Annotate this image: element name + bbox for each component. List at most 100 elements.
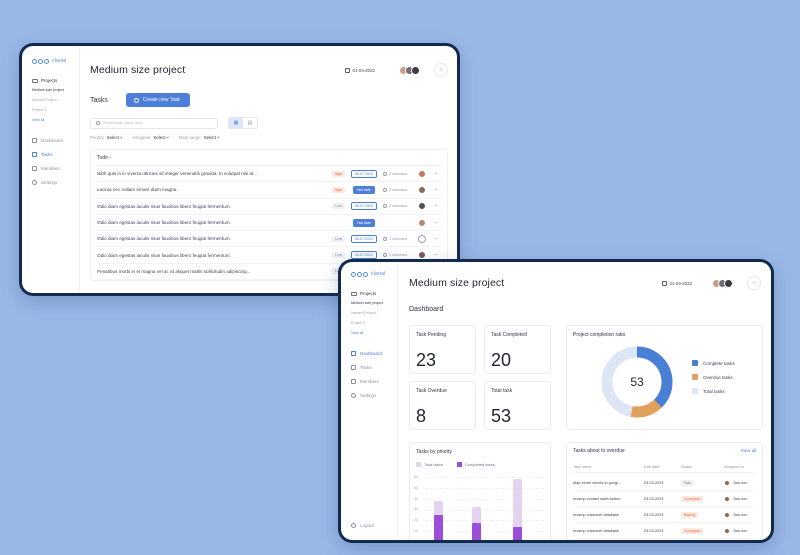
sidebar-item-dashboard[interactable]: Dashboard — [32, 138, 79, 143]
create-task-button[interactable]: Create new Task — [125, 93, 191, 107]
date-value: 01-04-2022 — [352, 67, 375, 73]
bar-completed-0 — [434, 514, 443, 540]
project-item[interactable]: Nemeni Project... — [32, 98, 60, 102]
task-name: Odio diam egestas iaculis risus faucibus… — [97, 236, 231, 242]
more-icon[interactable]: ··· — [433, 235, 437, 242]
priority-badge: Low — [332, 252, 345, 259]
tasks-main: Medium size project 01-04-2022 ○ Tasks C — [80, 46, 457, 293]
stat-card-pending[interactable]: Task Pending 23 — [409, 325, 476, 374]
donut-slice-2 — [601, 346, 673, 418]
view-all-projects-link[interactable]: View all — [351, 331, 364, 335]
avatar — [724, 278, 733, 288]
table-row[interactable]: Odio diam egestas iaculis risus faucibus… — [97, 215, 441, 232]
sidebar-item-members[interactable]: Members — [351, 379, 397, 384]
table-row[interactable]: revamp contact sales button 24-03-2023 I… — [573, 491, 756, 507]
sidebar-item-dashboard[interactable]: Dashboard — [351, 351, 397, 356]
logout-button[interactable]: Logout — [351, 523, 374, 528]
dashboard-icon — [351, 351, 356, 356]
more-icon[interactable]: ··· — [433, 219, 437, 226]
table-row[interactable]: revamp customer database 24-03-2023 Back… — [573, 507, 756, 523]
bell-icon[interactable]: ○ — [434, 63, 448, 77]
table-row[interactable]: Odio diam egestas iaculis risus faucibus… — [97, 199, 441, 215]
priority-badge: Low — [332, 235, 345, 242]
avatar — [724, 527, 730, 534]
calendar-icon — [661, 280, 667, 286]
y-tick: 10 — [414, 528, 418, 533]
stat-card-overdue[interactable]: Task Overdue 8 — [409, 381, 476, 430]
board-view-icon[interactable]: ▦ — [229, 118, 243, 128]
project-item[interactable]: Medium size project — [351, 301, 383, 305]
folder-icon — [351, 291, 357, 296]
due-date-badge: 06-07-2022 — [350, 251, 378, 260]
view-all-projects-link[interactable]: View all — [32, 118, 45, 122]
unassigned-icon[interactable] — [418, 234, 426, 243]
table-row[interactable]: Odio diam egestas iaculis risus faucibus… — [97, 247, 441, 264]
project-item[interactable]: Project X — [32, 108, 47, 112]
table-row[interactable]: Map excell sheets to googl... 24-03-2023… — [573, 475, 756, 491]
y-tick: 40 — [414, 496, 418, 501]
table-row[interactable]: Nibh quis in in viverra ultricies sit in… — [97, 166, 441, 183]
sidebar-item-settings[interactable]: Settings — [32, 180, 79, 185]
tasks-screen: clarial Projects Medium size project Nem… — [22, 46, 457, 293]
filter-date-range[interactable]: Date range Select ▾ — [179, 135, 220, 140]
gridline — [425, 520, 544, 522]
table-row[interactable]: Lacinia nec nullam ornare diam magna. Hi… — [97, 182, 441, 199]
gridline — [425, 487, 544, 489]
nav-label: Settings — [360, 393, 377, 398]
sidebar-projects[interactable]: Projects — [32, 78, 79, 83]
card-title: Project completion ratio — [573, 332, 626, 338]
filter-assignee[interactable]: Assignee Select ▾ — [132, 135, 170, 140]
project-item[interactable]: Medium size project — [32, 88, 64, 92]
bar-completed-1 — [472, 522, 481, 540]
avatar — [724, 479, 730, 486]
date-display[interactable]: 01-04-2022 — [344, 67, 375, 73]
sidebar: clarial Projects Medium size project Nem… — [22, 46, 80, 293]
sidebar-item-tasks[interactable]: Tasks — [32, 152, 79, 157]
sidebar-item-members[interactable]: Members — [32, 166, 79, 171]
more-icon[interactable]: ··· — [433, 186, 437, 193]
date-display[interactable]: 21-04-2022 — [661, 280, 692, 286]
filter-priority[interactable]: Priority Select ▾ — [90, 135, 123, 140]
project-item[interactable]: Project X — [351, 321, 366, 325]
search-input[interactable]: Search task name here — [90, 117, 218, 129]
table-row[interactable]: revamp customer database 24-03-2023 In p… — [573, 523, 756, 539]
stat-card-completed[interactable]: Task Completed 20 — [484, 325, 551, 374]
card-title: Tasks by priority — [416, 449, 452, 455]
brand-logo[interactable]: clarial — [351, 271, 397, 277]
sidebar-item-tasks[interactable]: Tasks — [351, 365, 397, 370]
subtask-count: 3 subtasks — [383, 236, 415, 241]
logo-icon — [351, 271, 368, 277]
priority-badge: High — [331, 170, 345, 177]
member-avatars[interactable] — [399, 65, 420, 75]
project-item[interactable]: Nemeni Project... — [351, 311, 379, 315]
nav-label: Settings — [41, 180, 58, 185]
group-header[interactable]: Todo › — [97, 150, 441, 166]
gridline — [425, 477, 544, 478]
more-icon[interactable]: ··· — [433, 170, 437, 177]
avatar — [418, 202, 426, 211]
gridline — [425, 498, 544, 500]
logo-icon — [32, 58, 49, 64]
sidebar-item-settings[interactable]: Settings — [351, 393, 397, 398]
member-avatars[interactable] — [712, 278, 733, 288]
section-title: Tasks — [90, 96, 108, 104]
sidebar: clarial Projects Medium size project Nem… — [341, 262, 398, 540]
dashboard-icon — [32, 138, 37, 143]
more-icon[interactable]: ··· — [433, 252, 437, 259]
due-date-badge: 06-07-2022 — [350, 202, 378, 211]
brand-name: clarial — [52, 58, 67, 64]
sidebar-projects[interactable]: Projects — [351, 291, 397, 296]
y-tick: 50 — [414, 485, 418, 490]
status-badge: Todo — [681, 479, 694, 486]
task-name: Lacinia nec nullam ornare diam magna. — [97, 187, 178, 193]
bell-icon[interactable]: ○ — [747, 276, 761, 290]
list-view-icon[interactable]: ▤ — [247, 120, 253, 126]
table-header: Task name Due date Status Assigned to — [573, 465, 756, 473]
view-all-link[interactable]: View all — [740, 448, 756, 453]
stat-card-total[interactable]: Total task 53 — [484, 381, 551, 430]
more-icon[interactable]: ··· — [433, 203, 437, 210]
due-date-badge: Not date — [353, 185, 375, 194]
brand-logo[interactable]: clarial — [32, 58, 79, 64]
table-row[interactable]: Odio diam egestas iaculis risus faucibus… — [97, 231, 441, 248]
gear-icon — [32, 180, 37, 185]
